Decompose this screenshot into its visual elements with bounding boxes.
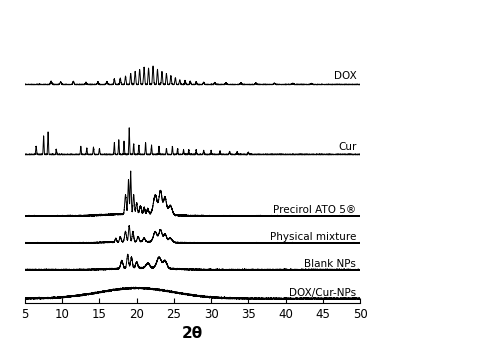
Text: Precirol ATO 5®: Precirol ATO 5® xyxy=(273,205,356,215)
Text: Physical mixture: Physical mixture xyxy=(270,232,356,242)
X-axis label: 2θ: 2θ xyxy=(182,326,203,341)
Text: Cur: Cur xyxy=(338,142,356,152)
Text: DOX/Cur-NPs: DOX/Cur-NPs xyxy=(289,288,356,298)
Text: DOX: DOX xyxy=(334,71,356,81)
Text: Blank NPs: Blank NPs xyxy=(304,259,356,269)
